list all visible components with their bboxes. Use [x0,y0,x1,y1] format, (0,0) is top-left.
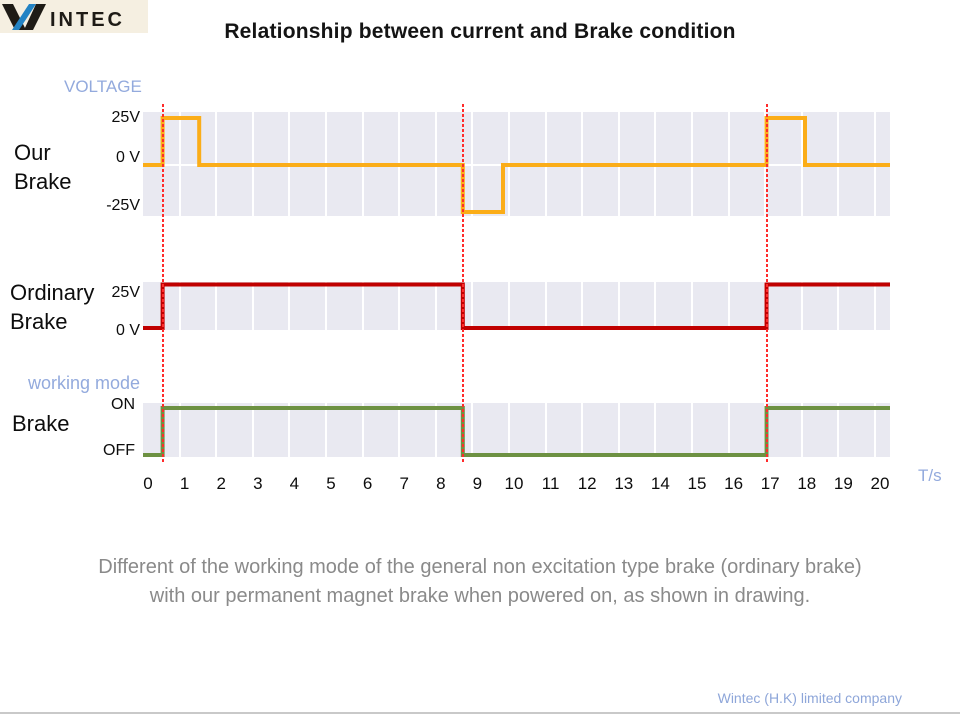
x-tick-label: 2 [216,474,226,493]
event-marker-line [461,104,464,463]
gridline [617,403,620,457]
plot-area-our-brake [143,112,890,216]
ordinary-brake-row-label: Ordinary Brake [10,278,94,336]
gridline [581,403,584,457]
gridline [325,403,327,457]
logo-text: INTEC [50,9,125,31]
gridline [434,403,437,457]
gridline [471,282,474,330]
gridline [251,403,254,457]
gridline [508,403,510,457]
y-label-neg25v: -25V [106,197,140,214]
gridline [800,403,803,457]
gridline [325,282,327,330]
x-tick-label: 20 [870,474,890,493]
our-brake-label-line1: Our [14,140,51,165]
page-title: Relationship between current and Brake c… [224,20,736,43]
x-tick-label: 4 [289,474,300,493]
gridline [361,403,364,457]
our-brake-row-label: Our Brake [14,138,71,196]
x-tick-label: 15 [687,474,707,493]
working-mode-axis-title: working mode [28,373,141,393]
waveform-brake [143,406,890,457]
gridline [508,282,510,330]
gridline [288,282,291,330]
ordinary-brake-label-line1: Ordinary [10,280,95,305]
gridline [215,282,218,330]
gridline [544,403,547,457]
wintec-logo: INTEC [0,0,148,33]
x-tick-label: 5 [326,474,336,493]
our-brake-label-line2: Brake [14,169,72,194]
y-label-0v: 0 V [115,149,140,166]
y-label-25v: 25V [111,109,140,126]
x-tick-label: 19 [833,474,853,493]
y-label-ordinary-0v: 0 V [115,322,140,339]
gridline [727,282,730,330]
gridline [215,403,218,457]
gridline [581,282,584,330]
plot-area-ordinary-brake [143,282,890,330]
gridline [434,282,437,330]
description-line2: with our permanent magnet brake when pow… [149,585,811,607]
x-tick-label: 13 [614,474,634,493]
voltage-axis-title: VOLTAGE [64,77,142,96]
gridline [471,403,474,457]
gridline [398,282,401,330]
company-footer: Wintec (H.K) limited company [717,690,902,706]
y-label-off: OFF [103,442,135,459]
gridline [837,282,840,330]
ordinary-brake-label-line2: Brake [10,309,68,334]
gridline [691,282,693,330]
gridline [727,403,730,457]
x-tick-label: 10 [504,474,524,493]
bottom-divider [0,712,960,714]
gridline [874,403,876,457]
x-tick-label: 6 [362,474,373,493]
x-tick-label: 18 [797,474,817,493]
gridline [654,282,657,330]
x-tick-label: 17 [760,474,780,493]
gridline [874,282,876,330]
brake-row-label: Brake [12,411,70,436]
gridline [617,282,620,330]
gridline [837,403,840,457]
gridline [361,282,364,330]
x-tick-label: 12 [577,474,597,493]
gridline [691,403,693,457]
gridline [288,403,291,457]
x-tick-label: 3 [253,474,263,493]
x-tick-label: 0 [143,474,153,493]
x-tick-label: 16 [724,474,744,493]
waveform-our-brake [143,116,890,214]
gridline [654,403,657,457]
wintec-w-icon [2,3,46,30]
event-marker-line [161,104,164,463]
gridline [398,403,401,457]
x-tick-label: 7 [399,474,409,493]
x-tick-label: 1 [179,474,190,493]
plot-area-brake [143,403,890,457]
gridline [251,282,254,330]
x-tick-label: 9 [472,474,483,493]
event-marker-line [765,104,768,463]
y-label-ordinary-25v: 25V [111,284,140,301]
description-line1: Different of the working mode of the gen… [98,556,862,578]
gridline [178,282,181,330]
waveform-ordinary-brake [143,282,890,330]
y-label-on: ON [111,396,135,413]
gridline [178,403,181,457]
gridline [544,282,547,330]
x-tick-label: 11 [541,474,560,493]
x-tick-label: 14 [650,474,670,493]
x-tick-label: 8 [436,474,446,493]
wintec-logo-graphic: INTEC [2,3,125,31]
gridline [800,282,803,330]
x-axis-unit-label: T/s [918,466,942,485]
